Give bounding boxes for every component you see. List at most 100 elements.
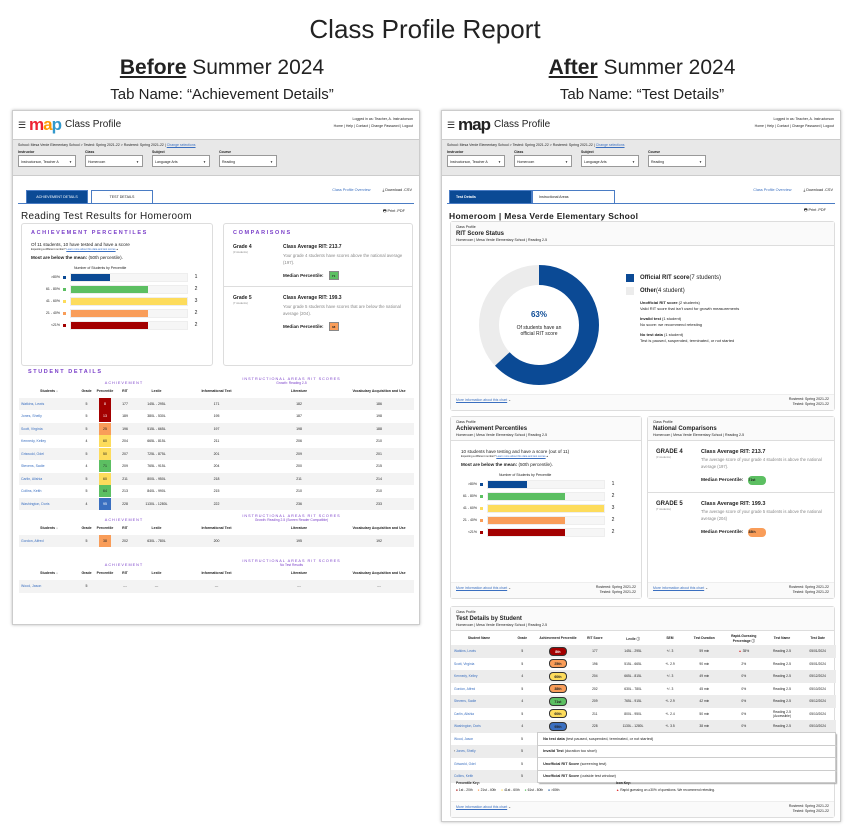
subject-select[interactable]: Language Arts (152, 155, 210, 167)
cell: 515L - 665L (624, 661, 642, 666)
student-link[interactable]: Watkins, Lewis (451, 645, 508, 658)
chevron-down-icon[interactable]: ⌄ (508, 805, 512, 809)
student-link[interactable]: Stevens, Sadie (451, 695, 508, 708)
more-info-link[interactable]: More information about this chart (456, 398, 508, 402)
top-nav-links[interactable]: Home | Help | Contact | Change Password … (754, 124, 834, 128)
percentile-badge: 50 (99, 447, 111, 460)
student-link[interactable]: Washington, Doris (451, 720, 508, 733)
student-link[interactable]: Collins, Keith (451, 770, 508, 783)
column-header[interactable]: Students ↓ (40, 526, 58, 531)
before-tab-name: Tab Name: “Achievement Details” (110, 86, 334, 103)
student-link[interactable]: › Jones, Shelly (451, 745, 508, 758)
class-select[interactable]: Homeroom (514, 155, 572, 167)
student-link[interactable]: Gordon, Alfred (19, 534, 79, 547)
student-link[interactable]: Washington, Doris (19, 497, 79, 510)
student-link[interactable]: Griswold, Odel (19, 447, 79, 460)
student-link[interactable]: Collins, Keith (21, 489, 42, 494)
more-info-link[interactable]: More information about this chart (456, 586, 508, 590)
bar-key-swatch (480, 518, 483, 522)
bar-label: 21 - 40% (45, 311, 60, 315)
download-csv-button[interactable]: ⤓ Download .CSV (382, 188, 412, 192)
student-group: ACHIEVEMENT INSTRUCTIONAL AREAS RIT SCORE… (19, 514, 414, 547)
bar-label: <21% (467, 530, 477, 534)
help-icon[interactable]: ● (116, 248, 118, 251)
student-link[interactable]: Wood, Jason (19, 579, 79, 593)
after-heading: After Summer 2024 (548, 56, 736, 79)
column-header: Lexile (151, 389, 162, 394)
percentile-badge: 60 (99, 435, 111, 448)
course-select[interactable]: Reading (219, 155, 277, 167)
student-link[interactable]: Stevens, Sadie (21, 464, 45, 469)
print-pdf-button[interactable]: 🖶 Print .PDF (382, 209, 405, 213)
cell: 204 (578, 670, 612, 683)
breadcrumb: School: Mesa Verde Elementary School > T… (18, 143, 166, 147)
bar (488, 516, 566, 524)
bar-row: <21% 2 (455, 526, 641, 538)
download-csv-button[interactable]: ⤓ Download .CSV (803, 188, 833, 192)
student-link[interactable]: Scott, Virginia (454, 661, 475, 666)
student-link[interactable]: Jones, Shelly (21, 414, 42, 419)
select-label: Course (219, 150, 232, 154)
table-row: Collins, Keith 5 64 213 840L - 990L 215 210 210 (19, 485, 414, 498)
class-profile-overview-link[interactable]: Class Profile Overview (753, 188, 792, 192)
cell: 5 (521, 661, 524, 666)
cell: 0% (723, 670, 765, 683)
student-link[interactable]: Carlin, Alishia (19, 472, 79, 485)
app-title: Class Profile (494, 119, 551, 130)
cell: 195 (213, 414, 220, 419)
learn-more-link[interactable]: Learn more about this data and test scor… (66, 248, 116, 251)
chevron-down-icon[interactable]: ⌄ (705, 586, 709, 590)
bar-key-swatch (63, 311, 66, 315)
menu-icon[interactable]: ☰ (447, 120, 456, 130)
chevron-down-icon[interactable]: ⌄ (508, 586, 512, 590)
table-row: Kennedy, Kelley 4 60 204 665L - 815L 211 206 21… (19, 435, 414, 448)
student-link[interactable]: Gordon, Alfred (454, 686, 476, 691)
bar-row: <21% 2 (38, 319, 212, 331)
student-link[interactable]: Watkins, Lewis (19, 397, 79, 410)
top-nav-links[interactable]: Home | Help | Contact | Change Password … (333, 124, 413, 128)
student-link[interactable]: Kennedy, Kelley (451, 670, 508, 683)
column-header: Grade (517, 636, 528, 640)
chevron-down-icon[interactable]: ⌄ (508, 398, 512, 402)
help-icon[interactable]: ● (546, 455, 548, 458)
tab-test-details[interactable]: Test Details (449, 190, 532, 203)
bar-value: 3 (611, 505, 615, 511)
change-selections-link[interactable]: Change selections (166, 143, 196, 147)
key-dot: ● (501, 788, 504, 792)
map-logo: map (458, 115, 491, 134)
change-selections-link[interactable]: Change selections (595, 143, 625, 147)
instructor-select[interactable]: Instructorson, Teacher A (18, 155, 76, 167)
class-select[interactable]: Homeroom (85, 155, 143, 167)
column-header[interactable]: Students ↓ (40, 389, 58, 394)
more-info-link[interactable]: More information about this chart (653, 586, 705, 590)
cell: --- (254, 579, 344, 593)
menu-icon[interactable]: ☰ (18, 120, 27, 130)
learn-more-link[interactable]: Learn more about this data and test scor… (496, 455, 546, 458)
column-header: Lexile (151, 571, 162, 576)
student-link[interactable]: Wood, Jason (454, 736, 474, 741)
class-profile-overview-link[interactable]: Class Profile Overview (332, 188, 371, 192)
more-info-link[interactable]: More information about this chart (456, 805, 508, 809)
course-select[interactable]: Reading (648, 155, 706, 167)
select-label: Course (648, 150, 661, 154)
card-title: National Comparisons (653, 426, 717, 432)
cell: --- (116, 579, 134, 593)
summary: 10 students have testing and have a scor… (461, 449, 570, 454)
student-link[interactable]: Griswold, Odel (454, 761, 476, 766)
cell: 630L - 780L (134, 534, 179, 547)
cell: 5 (79, 422, 94, 435)
print-pdf-button[interactable]: 🖶 Print .PDF (803, 208, 826, 212)
cell: 196 (116, 422, 134, 435)
tab-test-details[interactable]: TEST DETAILS (91, 190, 153, 203)
subject-select[interactable]: Language Arts (581, 155, 639, 167)
student-link[interactable]: Scott, Virginia (19, 422, 79, 435)
column-header[interactable]: Students ↓ (40, 571, 58, 576)
table-row: Washington, Doris 4 95th 228 1130L - 1280L +/… (451, 720, 836, 733)
student-link[interactable]: Kennedy, Kelley (21, 439, 47, 444)
tab-achievement-details[interactable]: ACHIEVEMENT DETAILS (26, 190, 88, 203)
cell: 5 (79, 579, 94, 593)
student-link[interactable]: Carlin, Alishia (454, 711, 474, 716)
tab-instructional-areas[interactable]: Instructional Areas (532, 190, 615, 203)
instructor-select[interactable]: Instructorson, Teacher A (447, 155, 505, 167)
